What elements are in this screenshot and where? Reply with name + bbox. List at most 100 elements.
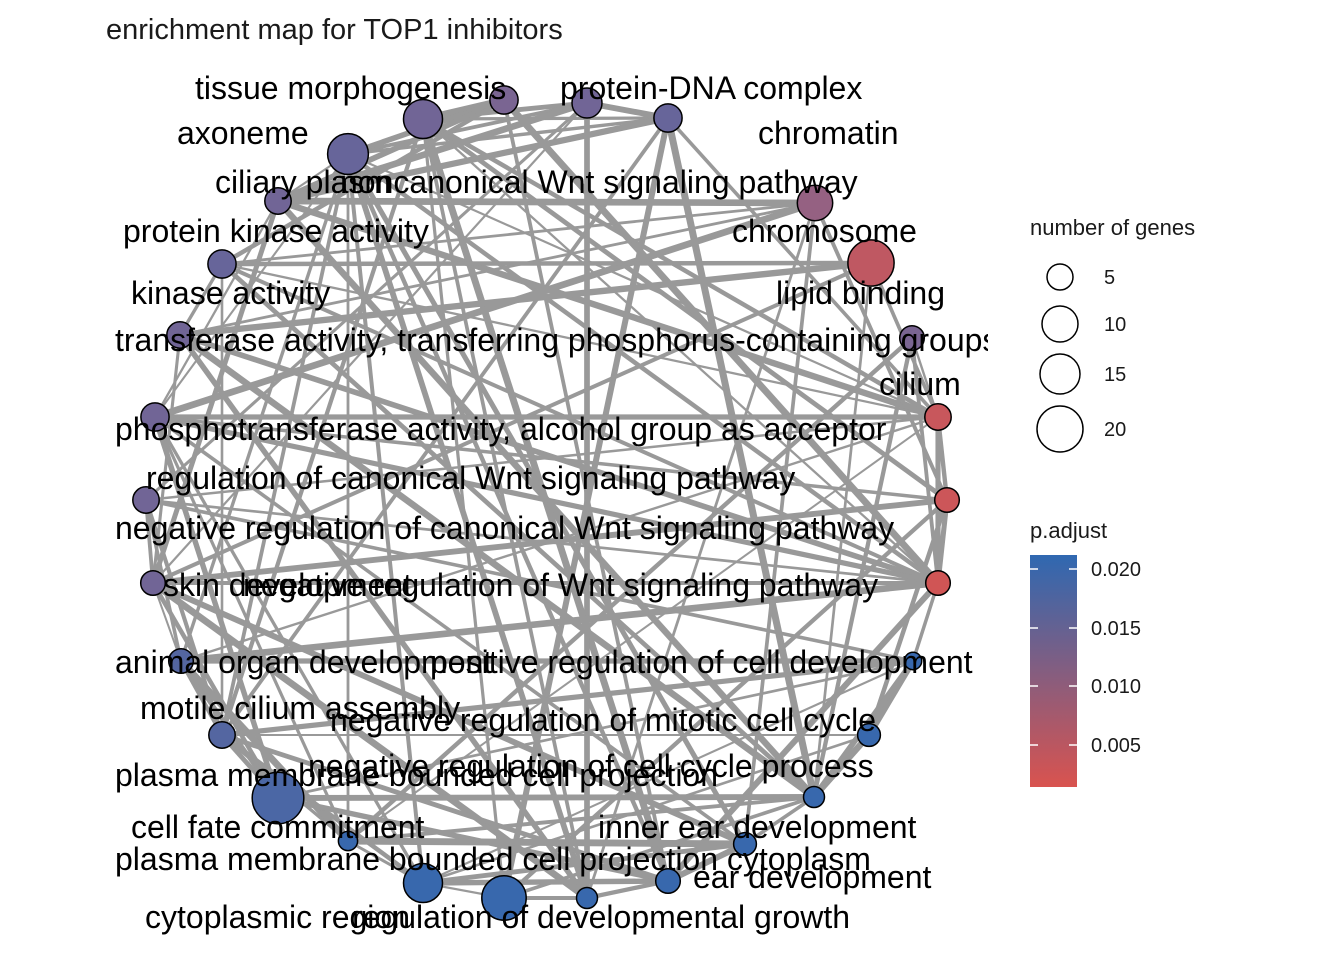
- edge: [345, 153, 671, 882]
- edge: [152, 582, 182, 662]
- node-label-5: noncanonical Wnt signaling pathway: [340, 164, 858, 200]
- node-label-14: negative regulation of canonical Wnt sig…: [115, 510, 894, 546]
- edge: [179, 259, 872, 339]
- color-legend-bar: [1030, 555, 1077, 787]
- node-22: [802, 785, 826, 809]
- edge-layer: [144, 96, 950, 901]
- edge: [153, 199, 817, 421]
- node-label-22: negative regulation of cell cycle proces…: [308, 748, 874, 784]
- edge: [347, 837, 746, 848]
- node-label-6: chromosome: [732, 213, 917, 249]
- node-23: [337, 830, 359, 852]
- size-legend: number of genes 5 10 15 20: [1030, 215, 1195, 453]
- node-15: [139, 569, 167, 597]
- node-label-27: cytoplasmic region: [145, 899, 410, 935]
- edge: [221, 732, 669, 884]
- node-0: [402, 98, 444, 140]
- node-2: [653, 103, 683, 133]
- node-label-9: lipid binding: [776, 275, 945, 311]
- node-3: [326, 132, 370, 176]
- edge: [221, 260, 872, 267]
- node-25: [402, 862, 444, 904]
- node-13: [132, 486, 160, 514]
- node-16: [924, 569, 952, 597]
- node-label-1: protein-DNA complex: [560, 70, 862, 106]
- edge: [345, 153, 590, 899]
- size-legend-circle-20: [1036, 405, 1084, 453]
- node-label-4: ciliary plasm: [215, 164, 391, 200]
- color-legend-tick-0020: 0.020: [1091, 559, 1141, 581]
- size-legend-circle-15: [1039, 353, 1081, 395]
- edge: [422, 118, 939, 584]
- node-14: [933, 486, 961, 514]
- size-legend-label-20: 20: [1104, 419, 1126, 441]
- node-4: [264, 187, 292, 215]
- edge: [664, 117, 818, 798]
- node-label-21: plasma membrane bounded cell projection: [115, 757, 718, 793]
- edge: [152, 497, 948, 586]
- edge: [422, 878, 669, 886]
- edge: [585, 202, 817, 899]
- node-11: [924, 403, 952, 431]
- edge: [935, 499, 950, 584]
- node-label-13: regulation of canonical Wnt signaling pa…: [146, 460, 795, 496]
- node-12: [140, 402, 170, 432]
- color-legend: p.adjust 0.020 0.015 0.010 0.005: [1030, 518, 1141, 787]
- node-28: [575, 886, 599, 910]
- edge: [422, 733, 870, 885]
- color-legend-tick-0005: 0.005: [1091, 735, 1141, 757]
- edge: [145, 498, 914, 663]
- node-26: [654, 867, 682, 895]
- size-legend-label-5: 5: [1104, 267, 1115, 289]
- edge: [422, 841, 746, 886]
- label-layer: tissue morphogenesis protein-DNA complex c…: [115, 70, 998, 935]
- size-legend-label-10: 10: [1104, 314, 1126, 336]
- node-layer: [132, 85, 961, 921]
- node-label-3: axoneme: [177, 115, 309, 151]
- node-19: [208, 721, 236, 749]
- node-label-0: tissue morphogenesis: [195, 70, 506, 106]
- node-label-17: animal organ development: [115, 644, 492, 680]
- edge: [152, 261, 872, 585]
- edge: [421, 117, 940, 419]
- plot-title: enrichment map for TOP1 inhibitors: [106, 14, 563, 46]
- edge: [743, 202, 817, 845]
- node-7: [207, 249, 237, 279]
- node-5: [489, 85, 519, 115]
- node-27: [481, 875, 527, 921]
- node-label-10: transferase activity, transferring phosp…: [115, 322, 998, 358]
- color-legend-ticks: [1030, 568, 1077, 746]
- node-label-26: ear development: [693, 859, 931, 895]
- edge: [221, 658, 914, 738]
- node-label-11: cilium: [879, 366, 961, 402]
- edge: [220, 98, 506, 266]
- edge: [277, 794, 815, 801]
- edge: [277, 659, 914, 800]
- node-label-23: cell fate commitment: [131, 809, 425, 845]
- node-label-8: kinase activity: [131, 275, 330, 311]
- node-label-19: motile cilium assembly: [140, 690, 460, 726]
- node-18: [903, 651, 923, 671]
- edge: [221, 201, 816, 266]
- node-1: [571, 87, 603, 119]
- edge: [180, 579, 939, 665]
- color-legend-tick-0015: 0.015: [1091, 618, 1141, 640]
- node-label-28: regulation of developmental growth: [352, 899, 850, 935]
- edge: [811, 732, 872, 800]
- node-label-15: skin development: [163, 567, 412, 603]
- node-label-20: negative regulation of mitotic cell cycl…: [330, 702, 876, 738]
- edge: [346, 336, 914, 843]
- edge: [154, 415, 948, 502]
- node-20: [856, 722, 882, 748]
- edge: [177, 333, 590, 900]
- edge: [221, 262, 939, 419]
- edge: [911, 582, 940, 662]
- color-legend-tick-0010: 0.010: [1091, 676, 1141, 698]
- edge: [277, 197, 939, 421]
- edge: [743, 795, 816, 846]
- edge: [501, 97, 941, 586]
- edge: [276, 97, 506, 204]
- node-21: [251, 771, 305, 825]
- node-label-18: positive regulation of cell development: [430, 644, 973, 680]
